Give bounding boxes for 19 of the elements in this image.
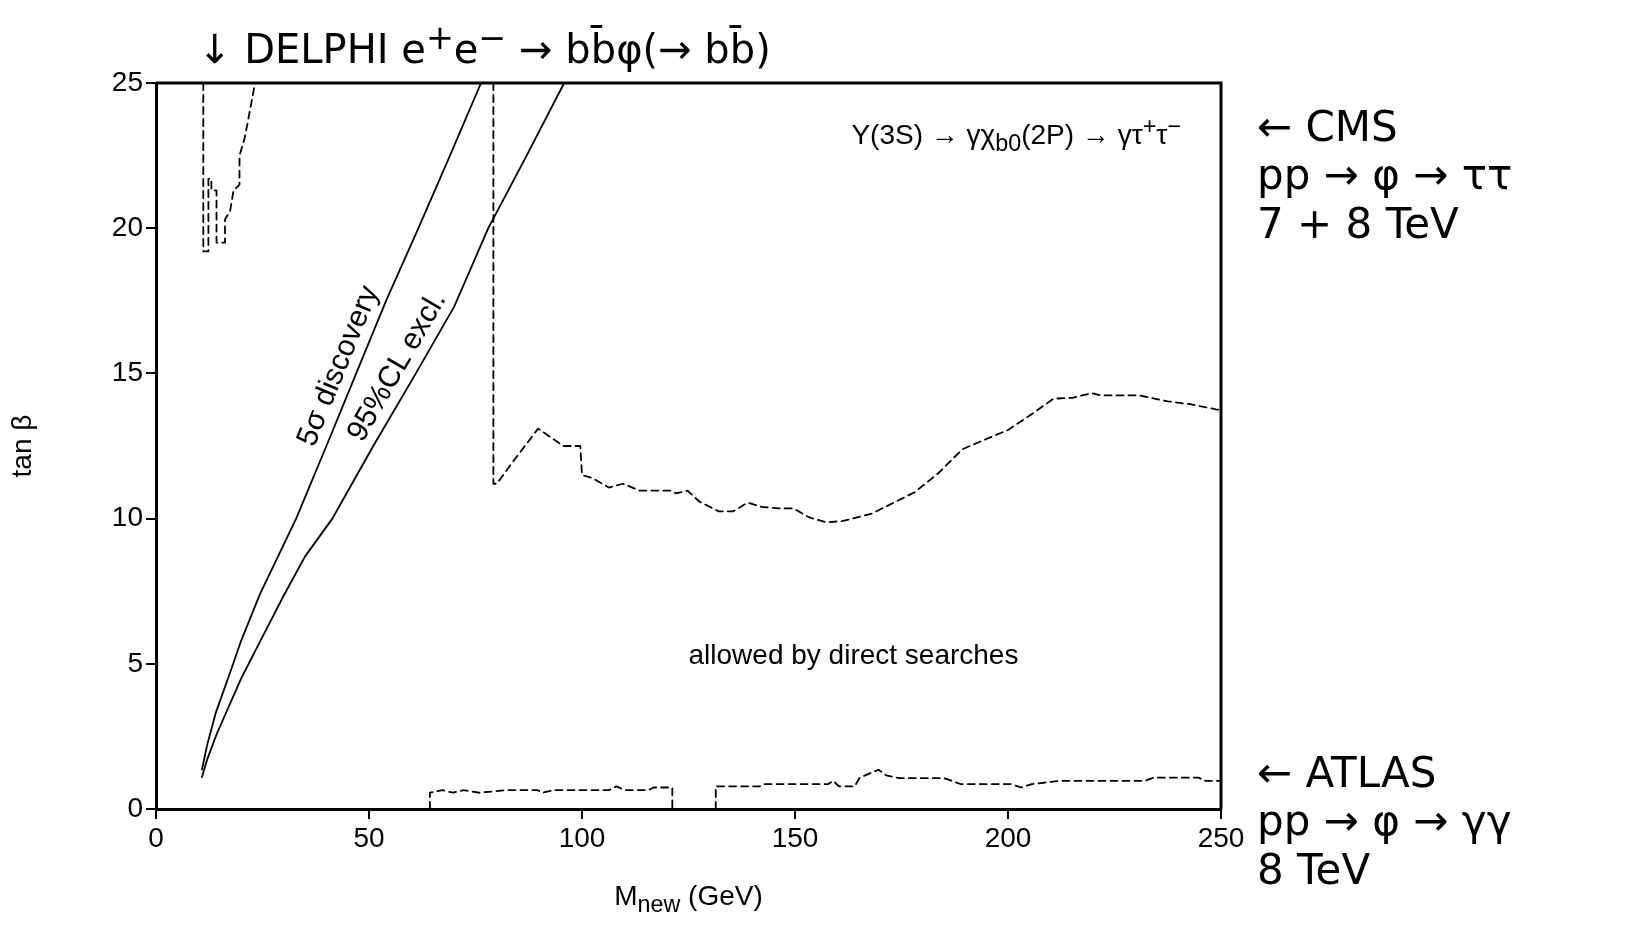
x-tick-label: 0: [148, 821, 164, 853]
y-tick-label: 15: [111, 356, 143, 388]
text: ↓ DELPHI e$^{+}$e$^{−}$ → bb̄φ(→ bb̄): [198, 18, 771, 73]
text: ← CMS pp → φ → ττ 7 + 8 TeV: [1257, 102, 1513, 248]
x-tick-label: 200: [984, 821, 1032, 853]
x-axis-title: M$_{new}$ (GeV): [614, 880, 763, 918]
annotation: allowed by direct searches: [688, 639, 1019, 672]
x-tick-label: 50: [353, 821, 385, 853]
y-tick-label: 5: [127, 646, 143, 678]
text: ← ATLAS pp → φ → γγ 8 TeV: [1257, 748, 1512, 894]
x-tick-label: 250: [1197, 821, 1245, 853]
x-tick-label: 150: [771, 821, 819, 853]
annotation: Υ(3S) → γχ$_{b0}$(2P) → γτ$^{+}$τ$^{−}$: [851, 113, 1181, 157]
y-tick-label: 25: [111, 65, 143, 97]
y-tick-label: 10: [111, 501, 143, 533]
y-tick-label: 0: [127, 791, 143, 823]
y-axis-title: tan β: [5, 414, 38, 478]
y-tick-label: 20: [111, 210, 143, 242]
x-tick-label: 100: [558, 821, 606, 853]
